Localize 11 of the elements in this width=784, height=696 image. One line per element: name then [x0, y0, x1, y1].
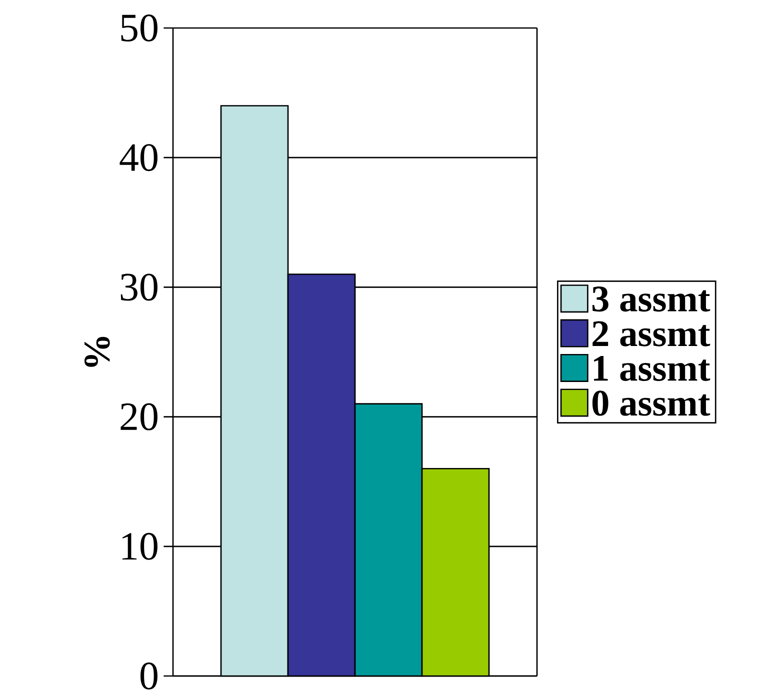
legend-label: 2 assmt: [592, 321, 710, 346]
legend-label: 1 assmt: [594, 356, 710, 381]
legend-label: 3 assmt: [592, 286, 710, 312]
legend-label: 0 assmt: [592, 390, 710, 416]
y-tick-label: 30: [120, 274, 158, 301]
y-axis-title: %: [84, 336, 110, 367]
y-tick-label: 20: [120, 403, 158, 430]
y-tick-label: 50: [121, 14, 158, 42]
y-tick-label: 0: [140, 662, 158, 690]
y-tick-label: 10: [122, 532, 158, 560]
y-tick-label: 40: [120, 144, 158, 172]
